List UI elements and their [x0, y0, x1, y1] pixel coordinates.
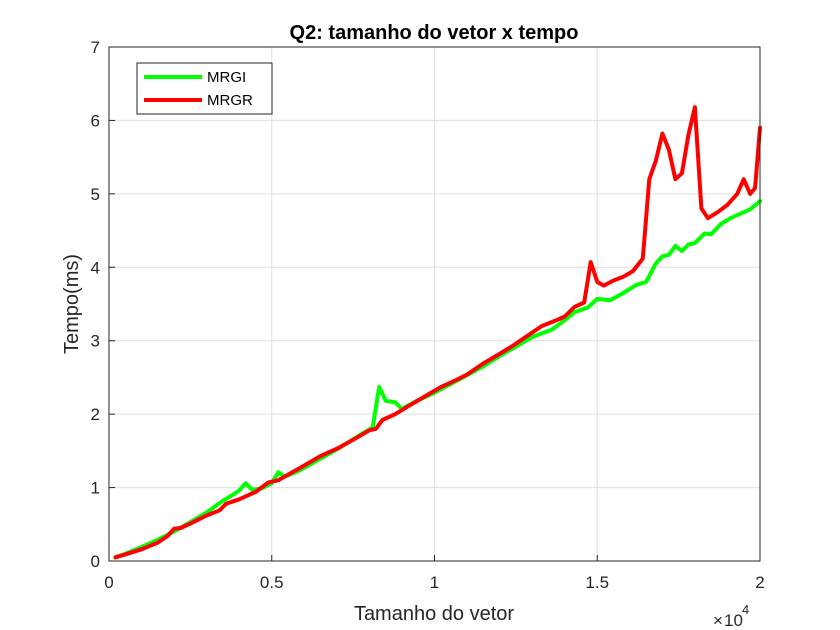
- y-tick-label: 3: [91, 332, 100, 351]
- x-tick-label: 1.5: [585, 573, 609, 592]
- series-lines: [113, 105, 762, 560]
- x-multiplier-times: ×: [713, 611, 723, 630]
- y-tick-label: 7: [91, 38, 100, 57]
- y-tick-label: 0: [91, 552, 100, 571]
- x-tick-label: 2: [755, 573, 764, 592]
- y-tick-label: 1: [91, 479, 100, 498]
- series-line-mrgr: [113, 105, 762, 560]
- y-axis-label: Tempo(ms): [61, 254, 83, 354]
- x-multiplier-base: 10: [724, 611, 743, 630]
- y-tick-label: 6: [91, 111, 100, 130]
- x-tick-label: 0.5: [260, 573, 284, 592]
- y-tick-label: 5: [91, 185, 100, 204]
- legend-label-mrgr: MRGR: [207, 92, 253, 109]
- axis-ticks: 0 0.5 1 1.5 2 0 1 2 3 4 5 6 7: [91, 38, 765, 592]
- x-multiplier-exponent: 4: [742, 602, 749, 617]
- legend-label-mrgi: MRGI: [207, 69, 246, 86]
- x-axis-multiplier: × 10 4: [713, 602, 749, 630]
- y-tick-label: 4: [91, 258, 100, 277]
- x-tick-label: 1: [430, 573, 439, 592]
- x-tick-label: 0: [104, 573, 113, 592]
- chart-title: Q2: tamanho do vetor x tempo: [290, 22, 579, 44]
- x-axis-label: Tamanho do vetor: [354, 603, 514, 625]
- legend-box: [136, 62, 273, 115]
- y-tick-label: 2: [91, 405, 100, 424]
- legend: MRGI MRGR: [136, 62, 273, 115]
